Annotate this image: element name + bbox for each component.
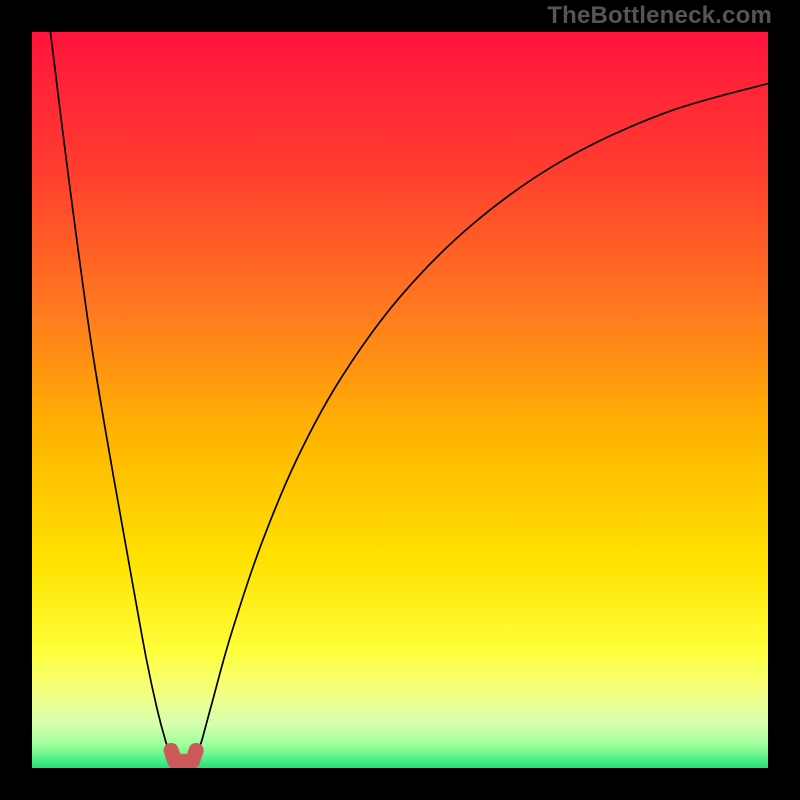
plot-area xyxy=(32,32,768,768)
source-label: TheBottleneck.com xyxy=(547,2,772,30)
chart-svg xyxy=(32,32,768,768)
gradient-background xyxy=(32,32,768,768)
chart-container: { "chart": { "type": "line", "canvas": {… xyxy=(0,0,800,800)
